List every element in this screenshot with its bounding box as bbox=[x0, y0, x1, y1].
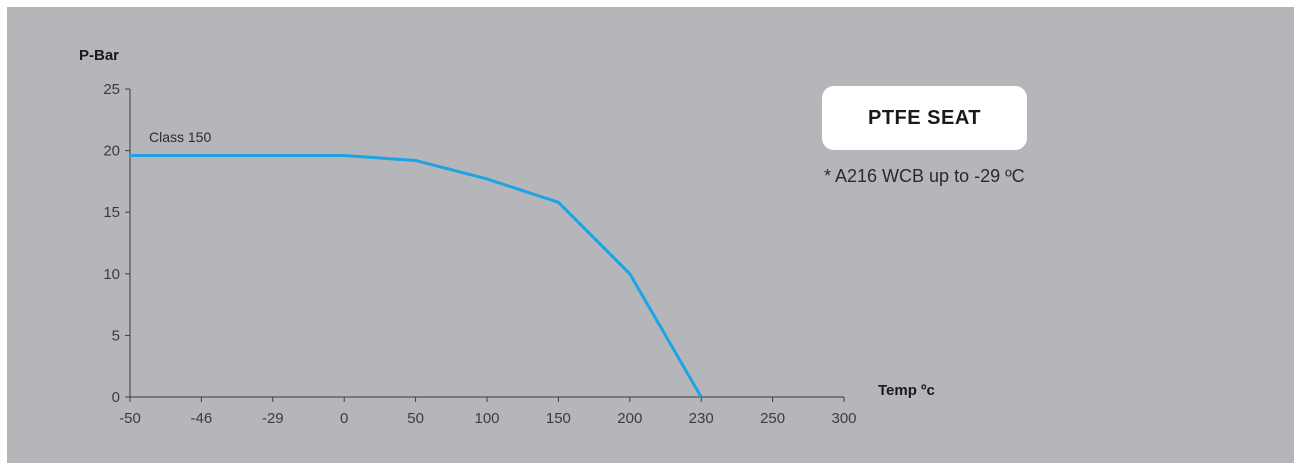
x-tick-label: -46 bbox=[191, 410, 213, 427]
y-tick-label: 20 bbox=[103, 143, 120, 160]
series-group bbox=[130, 154, 703, 398]
ptfe-seat-badge: PTFE SEAT bbox=[822, 86, 1027, 150]
chart-axes bbox=[129, 89, 844, 398]
x-tick-label: 200 bbox=[617, 410, 642, 427]
y-tick-label: 5 bbox=[112, 327, 120, 344]
y-tick-label: 25 bbox=[103, 81, 120, 98]
x-axis-title: Temp ºc bbox=[878, 382, 935, 399]
y-tick-label: 0 bbox=[112, 389, 120, 406]
series-label-class-150: Class 150 bbox=[149, 129, 211, 145]
x-tick-label: -50 bbox=[119, 410, 141, 427]
material-note: * A216 WCB up to -29 ºC bbox=[824, 166, 1025, 186]
y-axis-title: P-Bar bbox=[79, 47, 119, 64]
x-tick-label: 300 bbox=[831, 410, 856, 427]
x-tick-label: 230 bbox=[689, 410, 714, 427]
x-ticks: -50 -46 -29 0 50 100 150 200 230 250 300 bbox=[119, 397, 857, 427]
x-tick-label: 150 bbox=[546, 410, 571, 427]
chart-panel bbox=[7, 7, 1294, 463]
x-tick-label: 50 bbox=[407, 410, 424, 427]
x-tick-label: 250 bbox=[760, 410, 785, 427]
x-tick-label: 0 bbox=[340, 410, 348, 427]
y-tick-label: 10 bbox=[103, 266, 120, 283]
y-tick-label: 15 bbox=[103, 204, 120, 221]
series-line-class-150 bbox=[130, 154, 703, 398]
y-ticks: 0 5 10 15 20 25 bbox=[103, 81, 130, 406]
x-tick-label: -29 bbox=[262, 410, 284, 427]
x-tick-label: 100 bbox=[474, 410, 499, 427]
